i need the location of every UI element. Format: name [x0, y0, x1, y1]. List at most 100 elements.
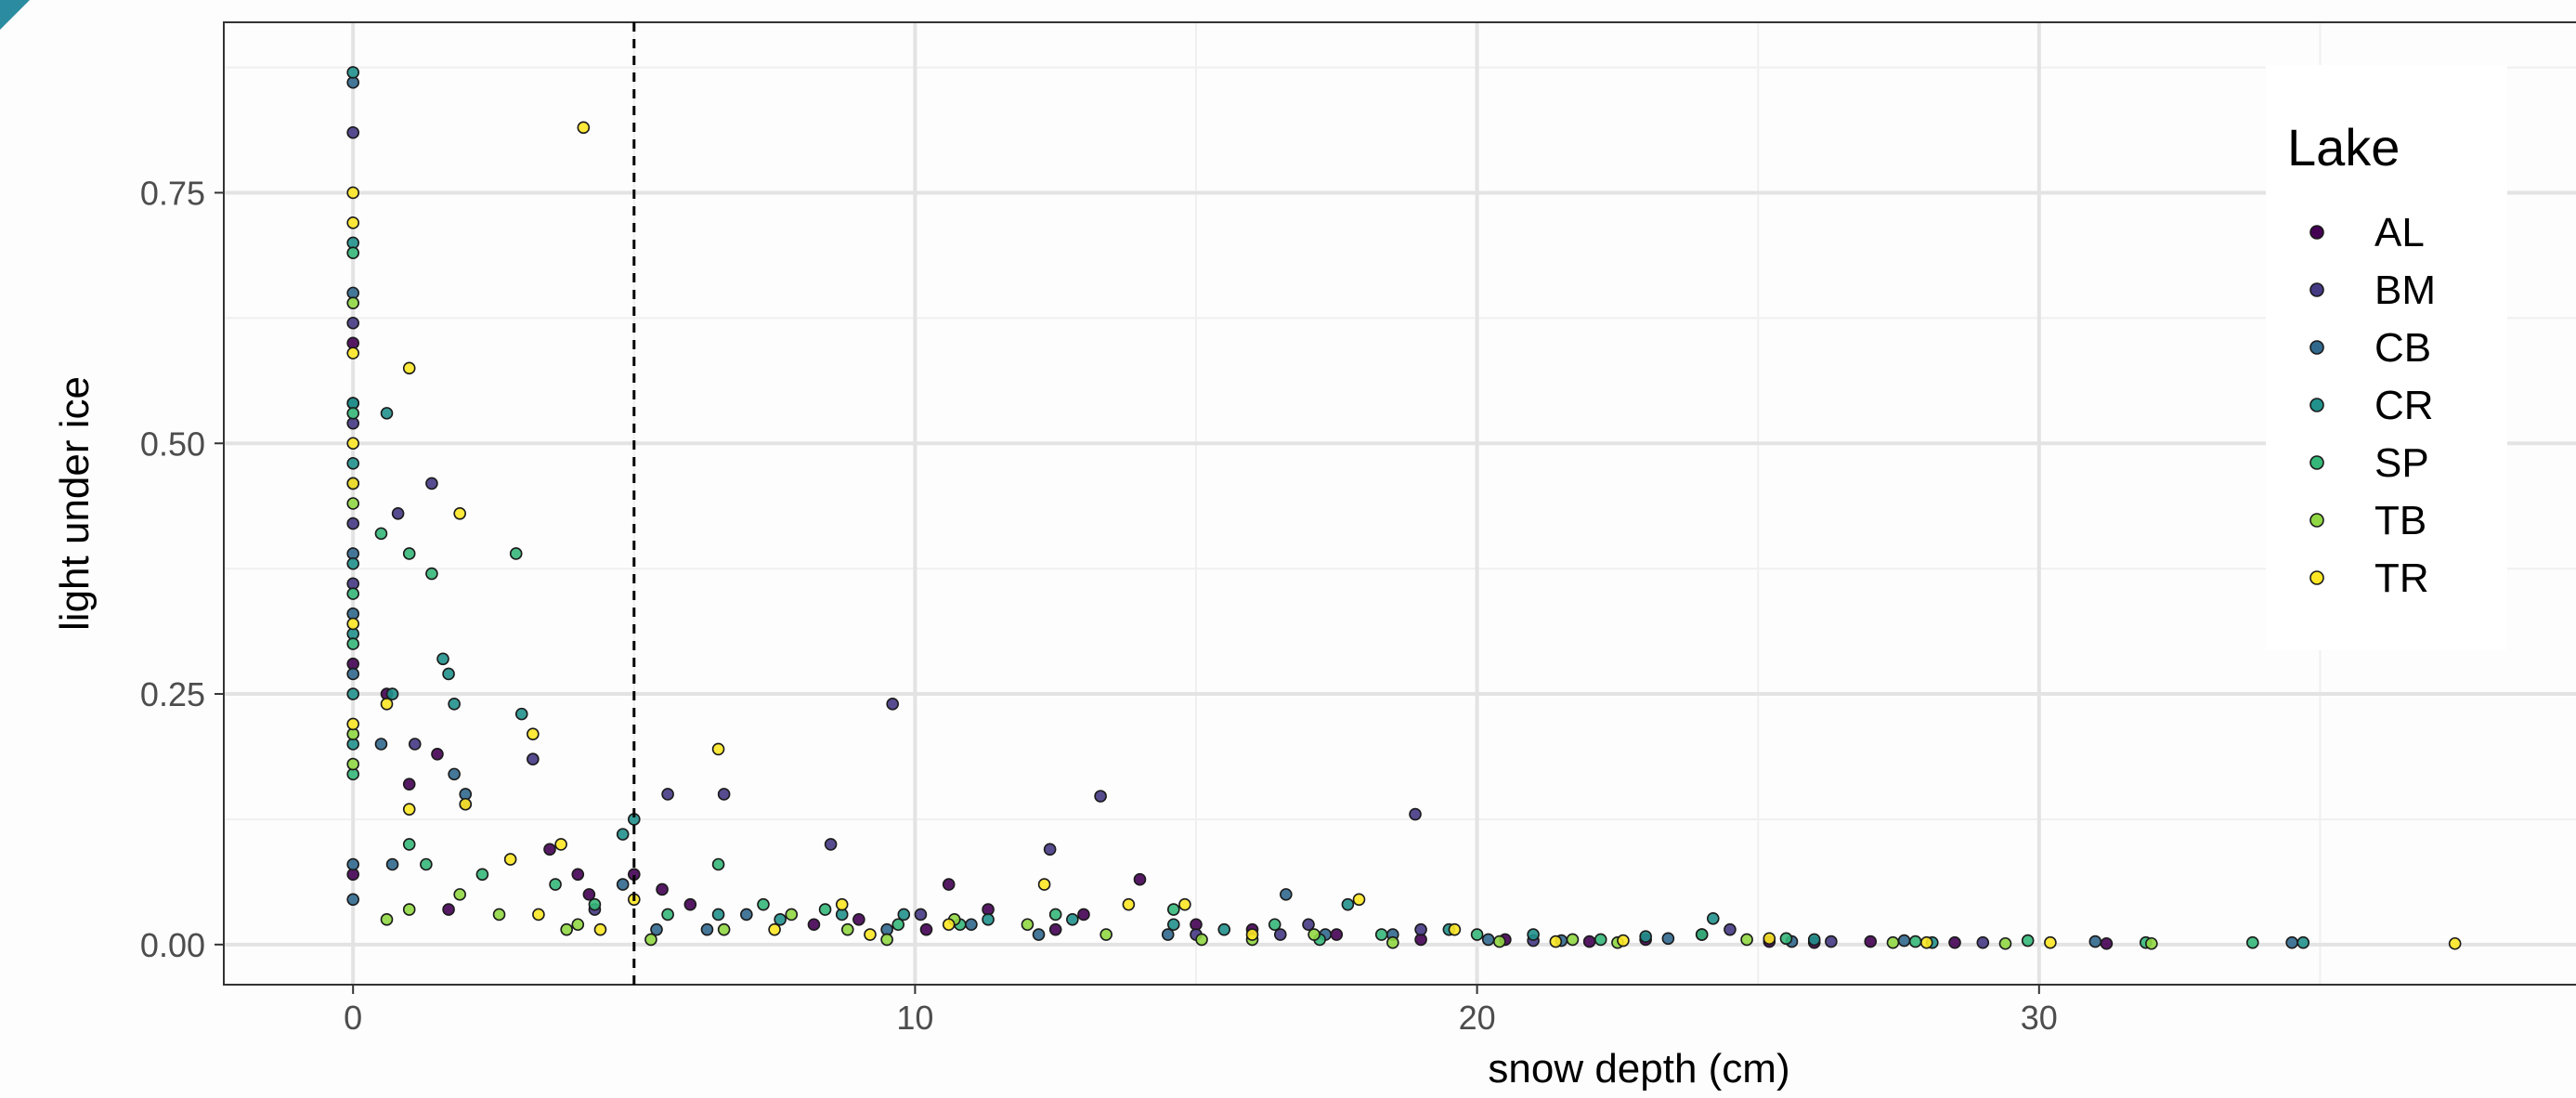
legend: Lake AL BM CB CR SP TB TR	[2266, 65, 2507, 650]
data-point-cb	[346, 667, 359, 681]
data-point-tr	[346, 346, 359, 359]
data-point-sp	[1594, 933, 1607, 947]
data-point-bm	[1414, 922, 1427, 936]
data-point-tr	[527, 727, 540, 741]
data-point-cr	[448, 698, 461, 711]
data-point-sp	[509, 547, 523, 560]
data-point-bm	[425, 477, 438, 490]
data-point-sp	[2021, 934, 2035, 948]
data-point-sp	[1166, 903, 1180, 916]
data-point-cb	[346, 857, 359, 871]
legend-key-cr	[2309, 398, 2324, 412]
data-point-tb	[571, 918, 585, 932]
data-point-sp	[661, 908, 674, 922]
data-point-tr	[346, 717, 359, 731]
data-point-bm	[1825, 935, 1838, 948]
data-point-tr	[402, 361, 416, 375]
data-point-cr	[346, 687, 359, 700]
data-point-tb	[453, 888, 466, 901]
data-point-bm	[914, 908, 928, 922]
data-point-tr	[503, 853, 517, 866]
data-point-tr	[380, 698, 394, 711]
data-point-cr	[982, 913, 995, 926]
legend-label-tr: TR	[2374, 556, 2429, 601]
data-point-sp	[1374, 928, 1388, 941]
data-point-tb	[1099, 928, 1112, 941]
data-point-bm	[1409, 807, 1422, 821]
grid-layer	[224, 22, 2576, 985]
data-point-cb	[346, 893, 359, 907]
data-point-tr	[1549, 935, 1563, 948]
data-point-tr	[2044, 935, 2057, 949]
data-point-tr	[1763, 932, 1776, 946]
data-point-cr	[514, 707, 528, 721]
data-point-tr	[577, 121, 591, 135]
x-tick-label: 10	[896, 999, 933, 1037]
data-point-cb	[2088, 935, 2102, 948]
data-point-cr	[1217, 922, 1231, 936]
data-point-sp	[1048, 908, 1062, 922]
data-point-cr	[1706, 911, 1720, 925]
data-point-cb	[1897, 934, 1911, 948]
data-point-sp	[1268, 918, 1281, 932]
data-point-sp	[1470, 928, 1484, 941]
data-point-cr	[436, 652, 449, 666]
data-point-tb	[560, 922, 573, 936]
data-point-sp	[549, 878, 562, 891]
data-point-tr	[346, 617, 359, 631]
data-point-sp	[588, 897, 602, 911]
data-point-al	[582, 888, 596, 901]
legend-key-bm	[2309, 282, 2324, 297]
legend-key-tr	[2309, 570, 2324, 585]
data-point-cr	[380, 407, 394, 420]
legend-label-cb: CB	[2374, 325, 2431, 371]
data-point-bm	[1094, 790, 1107, 803]
data-point-tr	[1178, 897, 1191, 911]
legend-key-al	[2309, 225, 2324, 240]
data-point-al	[942, 878, 956, 891]
data-point-tr	[346, 216, 359, 229]
data-point-tr	[864, 928, 877, 941]
data-point-sp	[1908, 935, 1922, 948]
data-point-cb	[616, 878, 630, 891]
data-point-sp	[346, 587, 359, 600]
data-point-tr	[346, 477, 359, 490]
legend-key-tb	[2309, 513, 2324, 528]
data-point-tr	[402, 803, 416, 816]
data-point-tr	[1352, 893, 1366, 907]
data-point-tb	[1195, 933, 1208, 947]
data-point-tr	[835, 897, 849, 911]
data-point-al	[1048, 922, 1062, 936]
data-point-cb	[965, 918, 978, 932]
legend-key-sp	[2309, 455, 2324, 470]
data-point-tr	[1245, 928, 1259, 941]
data-point-tr	[532, 908, 545, 922]
data-point-tr	[593, 922, 607, 936]
data-point-bm	[1273, 928, 1287, 941]
data-point-tb	[1566, 933, 1580, 947]
data-point-tr	[942, 918, 956, 932]
data-point-cr	[346, 556, 359, 570]
data-point-tb	[402, 903, 416, 916]
data-point-cb	[740, 908, 753, 922]
data-point-sp	[891, 918, 905, 932]
legend-background	[2266, 65, 2507, 650]
y-axis-label: light under ice	[52, 376, 98, 631]
data-point-al	[807, 918, 821, 932]
data-point-tr	[1617, 934, 1630, 948]
data-point-sp	[402, 838, 416, 851]
data-point-sp	[346, 246, 359, 260]
data-point-cr	[1166, 918, 1180, 932]
data-point-cb	[2285, 935, 2298, 949]
legend-key-cb	[2309, 340, 2324, 355]
data-point-sp	[420, 857, 433, 871]
data-point-cr	[774, 913, 787, 926]
legend-label-bm: BM	[2374, 268, 2436, 313]
data-point-sp	[757, 897, 770, 911]
data-point-sp	[1779, 932, 1793, 946]
data-point-cb	[700, 922, 714, 936]
data-point-cr	[442, 667, 455, 681]
data-point-tb	[840, 922, 854, 936]
data-point-al	[571, 868, 585, 882]
data-point-cr	[897, 908, 911, 922]
